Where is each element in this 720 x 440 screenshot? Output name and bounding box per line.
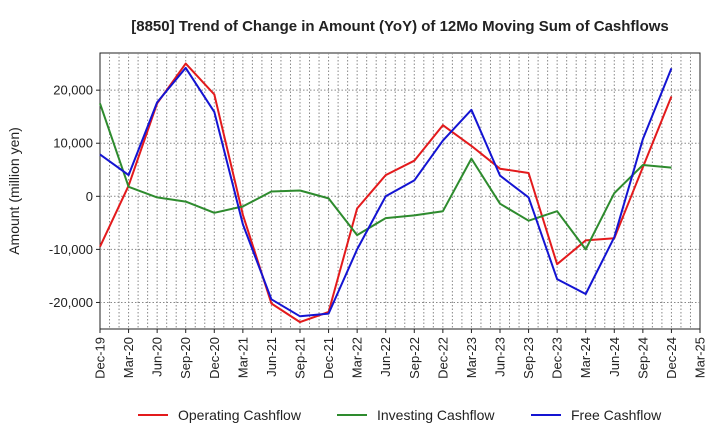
series-lines [99, 62, 673, 324]
x-tick-label: Mar-21 [235, 337, 250, 378]
x-tick-label: Sep-20 [178, 337, 193, 379]
x-tick-label: Jun-24 [607, 337, 622, 377]
x-tick-label: Mar-22 [350, 337, 365, 378]
y-tick-label: -20,000 [49, 295, 93, 310]
legend: Operating Cashflow Investing Cashflow Free… [138, 407, 662, 423]
series-line-free-cashflow [99, 66, 673, 318]
series-line-operating-cashflow [99, 62, 673, 324]
x-tick-label: Mar-24 [578, 337, 593, 378]
y-axis-label: Amount (million yen) [6, 127, 22, 255]
x-tick-label: Sep-22 [407, 337, 422, 379]
x-tick-label: Dec-19 [93, 337, 108, 379]
y-tick-label: -10,000 [49, 242, 93, 257]
x-tick-label: Dec-20 [207, 337, 222, 379]
plot-area [99, 52, 701, 330]
legend-label: Investing Cashflow [377, 407, 495, 423]
x-tick-label: Jun-23 [493, 337, 508, 377]
x-tick-label: Dec-22 [435, 337, 450, 379]
x-tick-label: Mar-23 [464, 337, 479, 378]
x-tick-label: Sep-23 [521, 337, 536, 379]
y-tick-label: 0 [86, 189, 93, 204]
x-tick-label: Dec-23 [550, 337, 565, 379]
x-tick-label: Jun-21 [264, 337, 279, 377]
x-tick-label: Mar-25 [693, 337, 708, 378]
series-line-investing-cashflow [99, 103, 672, 251]
y-tick-label: 10,000 [53, 136, 93, 151]
legend-label: Operating Cashflow [178, 407, 302, 423]
y-tick-label: 20,000 [53, 83, 93, 98]
legend-label: Free Cashflow [571, 407, 662, 423]
x-tick-label: Sep-21 [293, 337, 308, 379]
x-tick-label: Sep-24 [635, 337, 650, 379]
y-axis-ticks: -20,000 -10,000 0 10,000 20,000 [49, 83, 100, 310]
x-axis-ticks: Dec-19 Mar-20 Jun-20 Sep-20 Dec-20 Mar-21 Jun-… [93, 329, 708, 379]
x-tick-label: Jun-20 [150, 337, 165, 377]
chart-title: [8850] Trend of Change in Amount (YoY) o… [131, 18, 669, 35]
x-tick-label: Dec-21 [321, 337, 336, 379]
x-tick-label: Dec-24 [664, 337, 679, 379]
x-tick-label: Jun-22 [378, 337, 393, 377]
x-tick-label: Mar-20 [121, 337, 136, 378]
